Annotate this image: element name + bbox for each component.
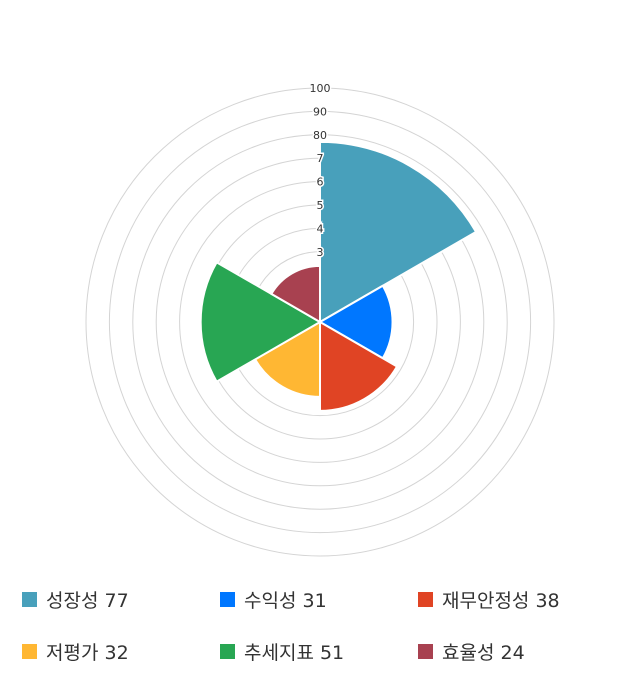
legend-item[interactable]: 저평가 32: [22, 638, 129, 665]
legend-item[interactable]: 효율성 24: [418, 638, 525, 665]
legend-swatch: [418, 644, 433, 659]
sector-3[interactable]: [253, 320, 321, 398]
legend-swatch: [418, 592, 433, 607]
sector-2[interactable]: [319, 320, 399, 412]
legend-label: 추세지표 51: [244, 642, 345, 664]
legend-swatch: [220, 644, 235, 659]
tick-label: 80: [313, 129, 327, 142]
legend-label: 성장성 77: [46, 590, 129, 612]
tick-label: 6: [317, 176, 324, 189]
tick-label: 5: [317, 199, 324, 212]
legend-item[interactable]: 성장성 77: [22, 586, 129, 613]
sector-5[interactable]: [269, 264, 321, 324]
legend-swatch: [22, 592, 37, 607]
legend-label: 재무안정성 38: [442, 590, 560, 612]
legend-item[interactable]: 수익성 31: [220, 586, 327, 613]
tick-label: 7: [317, 152, 324, 165]
tick-label: 3: [317, 246, 324, 259]
legend-swatch: [22, 644, 37, 659]
tick-label: 100: [310, 82, 331, 95]
legend-label: 효율성 24: [442, 642, 525, 664]
sector-1[interactable]: [318, 284, 394, 360]
legend-label: 수익성 31: [244, 590, 327, 612]
grid-ring: [132, 134, 508, 510]
grid-ring: [108, 110, 532, 534]
tick-label: 4: [317, 222, 324, 235]
legend-swatch: [220, 592, 235, 607]
sector-4[interactable]: [199, 260, 322, 384]
sector-0[interactable]: [319, 140, 478, 324]
grid-ring: [85, 87, 555, 557]
legend-item[interactable]: 추세지표 51: [220, 638, 344, 665]
legend-item[interactable]: 재무안정성 38: [418, 586, 560, 613]
tick-label: 90: [313, 105, 327, 118]
legend-label: 저평가 32: [46, 642, 129, 664]
